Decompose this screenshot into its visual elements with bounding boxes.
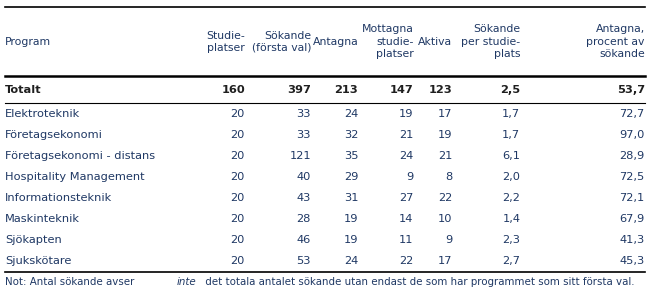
Text: 35: 35 bbox=[344, 151, 358, 161]
Text: 24: 24 bbox=[344, 256, 358, 266]
Text: 2,3: 2,3 bbox=[502, 235, 520, 245]
Text: Sökande
per studie-
plats: Sökande per studie- plats bbox=[461, 24, 520, 59]
Text: Maskinteknik: Maskinteknik bbox=[5, 214, 80, 224]
Text: Företagsekonomi - distans: Företagsekonomi - distans bbox=[5, 151, 156, 161]
Text: 31: 31 bbox=[344, 193, 358, 203]
Text: 33: 33 bbox=[297, 130, 311, 140]
Text: 28,9: 28,9 bbox=[619, 151, 645, 161]
Text: 1,4: 1,4 bbox=[502, 214, 520, 224]
Text: 46: 46 bbox=[297, 235, 311, 245]
Text: Mottagna
studie-
platser: Mottagna studie- platser bbox=[362, 24, 413, 59]
Text: 40: 40 bbox=[297, 172, 311, 182]
Text: 21: 21 bbox=[399, 130, 413, 140]
Text: det totala antalet sökande utan endast de som har programmet som sitt första val: det totala antalet sökande utan endast d… bbox=[202, 277, 634, 287]
Text: Program: Program bbox=[5, 37, 51, 47]
Text: 22: 22 bbox=[399, 256, 413, 266]
Text: 160: 160 bbox=[221, 85, 245, 95]
Text: 24: 24 bbox=[344, 109, 358, 119]
Text: 2,0: 2,0 bbox=[502, 172, 520, 182]
Text: 24: 24 bbox=[399, 151, 413, 161]
Text: Totalt: Totalt bbox=[5, 85, 42, 95]
Text: 9: 9 bbox=[445, 235, 452, 245]
Text: 72,1: 72,1 bbox=[619, 193, 645, 203]
Text: 53,7: 53,7 bbox=[617, 85, 645, 95]
Text: 20: 20 bbox=[231, 193, 245, 203]
Text: 397: 397 bbox=[287, 85, 311, 95]
Text: 53: 53 bbox=[297, 256, 311, 266]
Text: 10: 10 bbox=[438, 214, 452, 224]
Text: 6,1: 6,1 bbox=[502, 151, 520, 161]
Text: 11: 11 bbox=[399, 235, 413, 245]
Text: inte: inte bbox=[176, 277, 196, 287]
Text: Antagna: Antagna bbox=[312, 37, 358, 47]
Text: 147: 147 bbox=[389, 85, 413, 95]
Text: Företagsekonomi: Företagsekonomi bbox=[5, 130, 103, 140]
Text: Elektroteknik: Elektroteknik bbox=[5, 109, 80, 119]
Text: 20: 20 bbox=[231, 151, 245, 161]
Text: 1,7: 1,7 bbox=[502, 130, 520, 140]
Text: 43: 43 bbox=[297, 193, 311, 203]
Text: 20: 20 bbox=[231, 214, 245, 224]
Text: 22: 22 bbox=[438, 193, 452, 203]
Text: 2,2: 2,2 bbox=[502, 193, 520, 203]
Text: Antagna,
procent av
sökande: Antagna, procent av sökande bbox=[586, 24, 645, 59]
Text: 9: 9 bbox=[406, 172, 413, 182]
Text: 29: 29 bbox=[344, 172, 358, 182]
Text: 28: 28 bbox=[297, 214, 311, 224]
Text: 32: 32 bbox=[344, 130, 358, 140]
Text: 213: 213 bbox=[334, 85, 358, 95]
Text: Studie-
platser: Studie- platser bbox=[206, 30, 245, 53]
Text: Sjökapten: Sjökapten bbox=[5, 235, 62, 245]
Text: Sjukskötare: Sjukskötare bbox=[5, 256, 71, 266]
Text: 67,9: 67,9 bbox=[619, 214, 645, 224]
Text: Aktiva: Aktiva bbox=[418, 37, 452, 47]
Text: 19: 19 bbox=[344, 235, 358, 245]
Text: 97,0: 97,0 bbox=[619, 130, 645, 140]
Text: 19: 19 bbox=[399, 109, 413, 119]
Text: 19: 19 bbox=[438, 130, 452, 140]
Text: 2,7: 2,7 bbox=[502, 256, 520, 266]
Text: 1,7: 1,7 bbox=[502, 109, 520, 119]
Text: 21: 21 bbox=[438, 151, 452, 161]
Text: 8: 8 bbox=[445, 172, 452, 182]
Text: 20: 20 bbox=[231, 172, 245, 182]
Text: 72,7: 72,7 bbox=[619, 109, 645, 119]
Text: 72,5: 72,5 bbox=[619, 172, 645, 182]
Text: 20: 20 bbox=[231, 109, 245, 119]
Text: 17: 17 bbox=[438, 256, 452, 266]
Text: 41,3: 41,3 bbox=[619, 235, 645, 245]
Text: 20: 20 bbox=[231, 130, 245, 140]
Text: 121: 121 bbox=[290, 151, 311, 161]
Text: Hospitality Management: Hospitality Management bbox=[5, 172, 145, 182]
Text: Informationsteknik: Informationsteknik bbox=[5, 193, 113, 203]
Text: 20: 20 bbox=[231, 256, 245, 266]
Text: 20: 20 bbox=[231, 235, 245, 245]
Text: Not: Antal sökande avser: Not: Antal sökande avser bbox=[5, 277, 138, 287]
Text: 27: 27 bbox=[399, 193, 413, 203]
Text: 19: 19 bbox=[344, 214, 358, 224]
Text: Sökande
(första val): Sökande (första val) bbox=[251, 30, 311, 53]
Text: 45,3: 45,3 bbox=[619, 256, 645, 266]
Text: 17: 17 bbox=[438, 109, 452, 119]
Text: 14: 14 bbox=[399, 214, 413, 224]
Text: 2,5: 2,5 bbox=[500, 85, 520, 95]
Text: 123: 123 bbox=[428, 85, 452, 95]
Text: 33: 33 bbox=[297, 109, 311, 119]
